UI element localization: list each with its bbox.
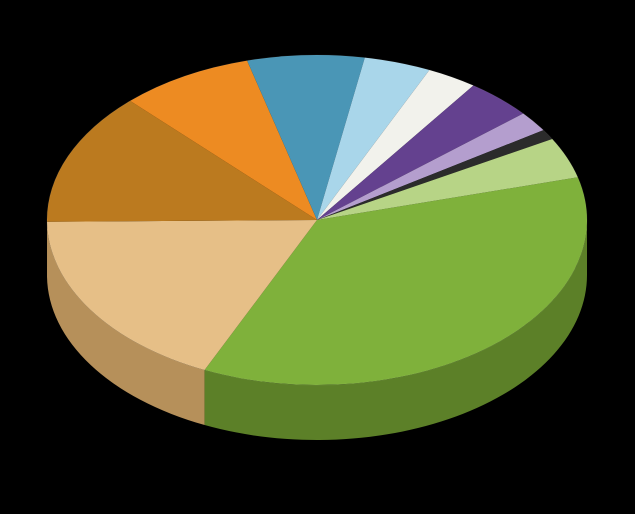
pie-svg xyxy=(0,0,635,514)
pie-top xyxy=(47,55,587,385)
pie-chart-3d xyxy=(0,0,635,514)
